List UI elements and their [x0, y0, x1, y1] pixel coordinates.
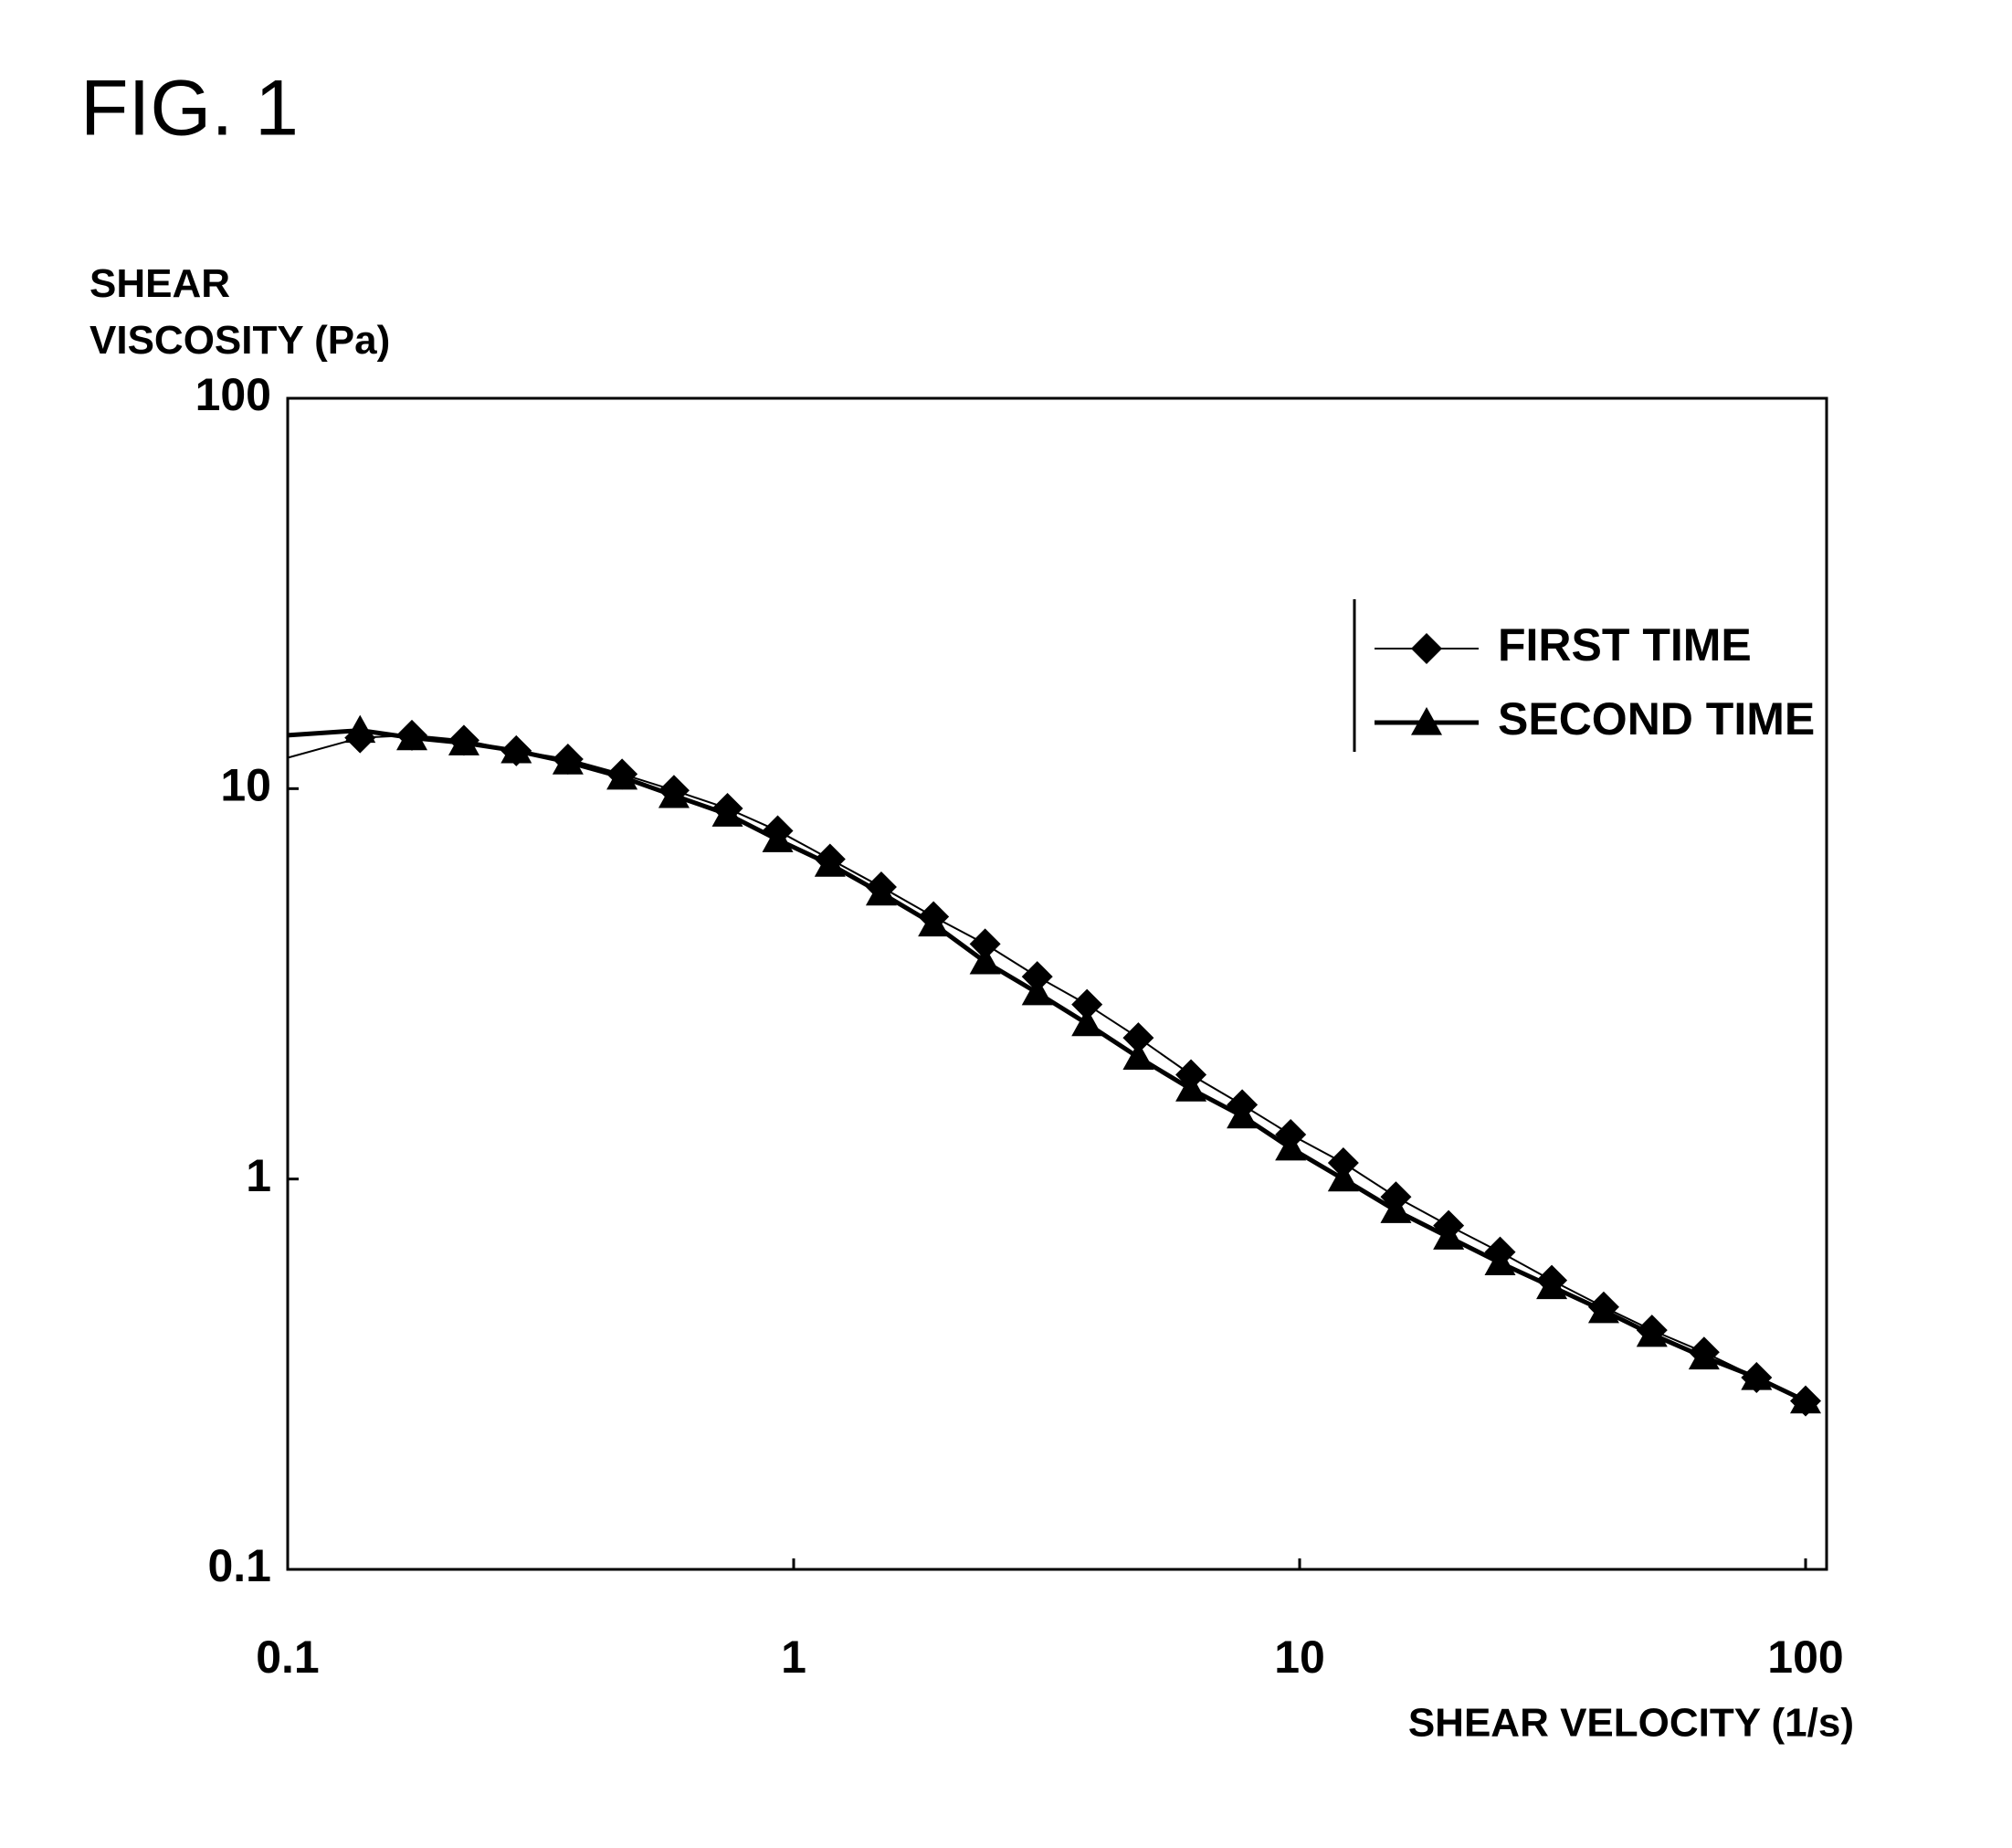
legend-marker	[1411, 633, 1442, 664]
y-axis-label: SHEAR VISCOSITY (Pa)	[90, 256, 437, 369]
x-tick-label: 100	[1767, 1632, 1843, 1683]
y-tick-label: 100	[195, 369, 271, 420]
y-tick-label: 1	[246, 1150, 271, 1201]
data-point	[1022, 977, 1053, 1006]
plot-frame	[288, 398, 1827, 1569]
chart-title: FIG. 1	[80, 65, 299, 153]
data-point	[1328, 1164, 1359, 1192]
x-axis-label: SHEAR VELOCITY (1/s)	[1408, 1701, 1854, 1746]
x-tick-label: 0.1	[256, 1632, 320, 1683]
series-line	[288, 731, 1806, 1401]
x-tick-label: 1	[781, 1632, 806, 1683]
legend-label: SECOND TIME	[1498, 693, 1815, 744]
x-tick-label: 10	[1274, 1632, 1325, 1683]
page: FIG. 1 SHEAR VELOCITY (1/s) 0.1 1 10 100 0.1…	[0, 0, 2012, 1848]
y-tick-label: 10	[220, 760, 271, 811]
legend-label: FIRST TIME	[1498, 619, 1752, 671]
y-tick-label: 0.1	[207, 1540, 271, 1591]
